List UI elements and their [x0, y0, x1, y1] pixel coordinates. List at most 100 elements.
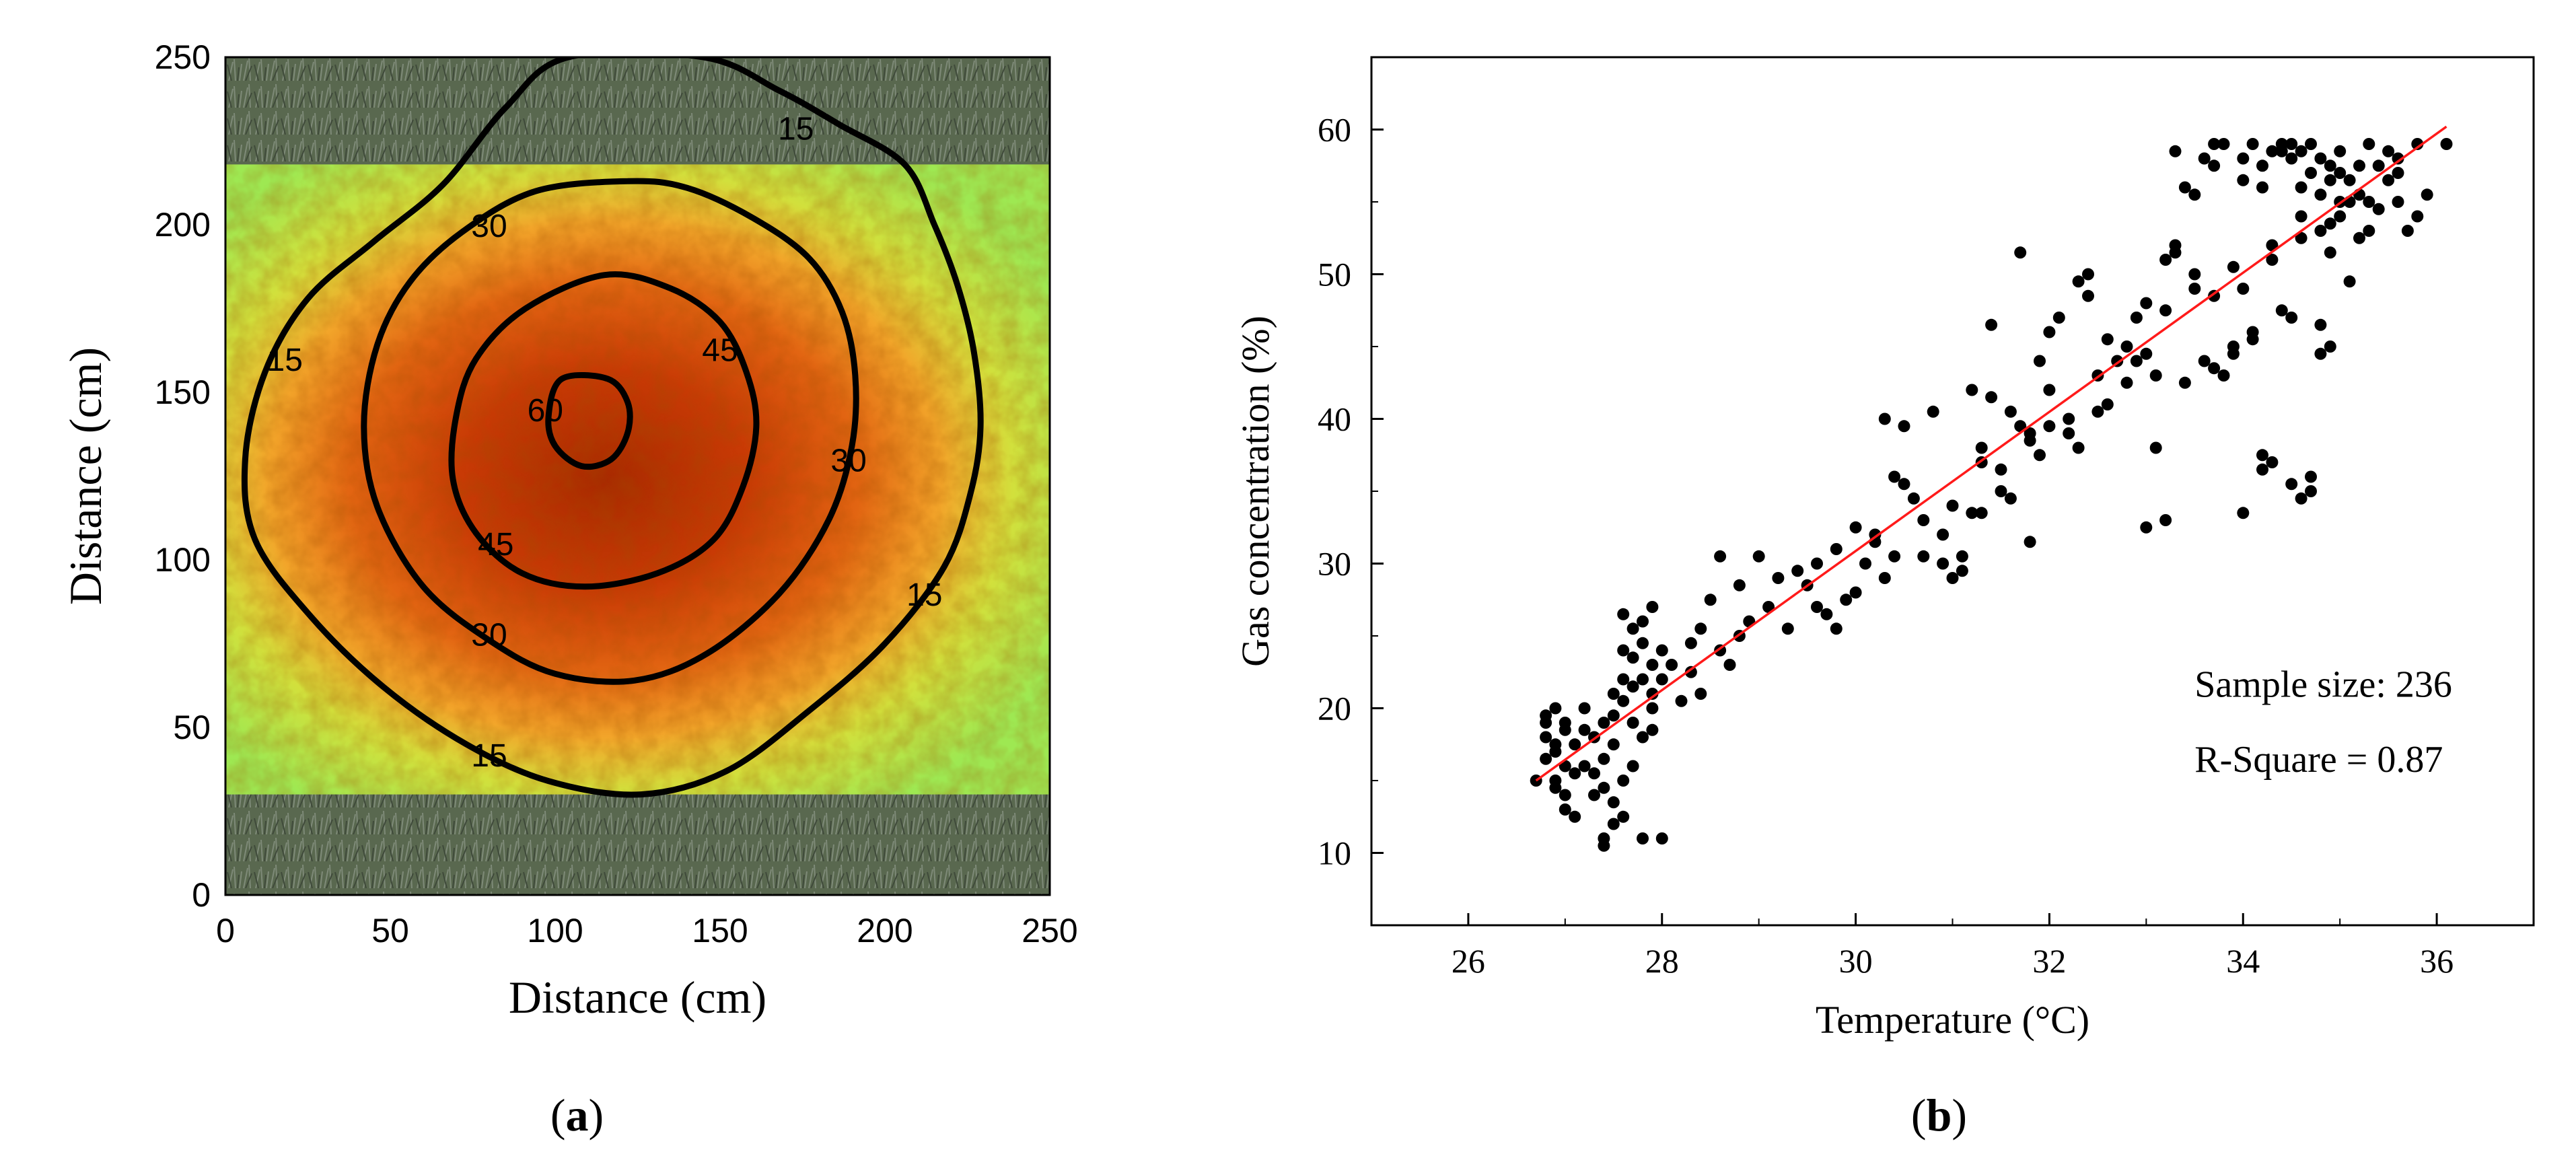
scatter-point [2343, 174, 2356, 186]
scatter-point [2082, 268, 2094, 281]
contour-label-45: 45 [478, 527, 513, 563]
scatter-point [1655, 644, 1668, 657]
scatter-point [2014, 246, 2027, 259]
scatter-point [1646, 659, 1659, 671]
scatter-point [1811, 601, 1823, 613]
plot-b-y-tick-label: 30 [1318, 545, 1351, 583]
scatter-point [1898, 420, 1910, 433]
scatter-point [2305, 138, 2317, 150]
plot-b-x-tick-label: 34 [2226, 942, 2260, 980]
scatter-point [1578, 723, 1591, 736]
scatter-point [1637, 637, 1649, 649]
contour-label-30: 30 [471, 209, 507, 244]
scatter-point [1607, 818, 1620, 830]
scatter-point [1559, 803, 1571, 816]
scatter-point [1752, 550, 1765, 563]
scatter-point [1598, 832, 1610, 844]
scatter-point [1598, 717, 1610, 729]
scatter-point [2024, 434, 2036, 447]
contour-line-15 [241, 57, 984, 798]
plot-b-x-axis-label: Temperature (°C) [1816, 998, 2089, 1042]
scatter-point [2314, 188, 2327, 201]
temperature-heat-band [225, 164, 1050, 795]
scatter-point [2353, 231, 2365, 244]
panel-a-label: (a) [550, 1089, 604, 1141]
scatter-point [1637, 615, 1649, 628]
scatter-point [1995, 485, 2007, 497]
scatter-point [1598, 781, 1610, 794]
scatter-point [1637, 731, 1649, 744]
scatter-point [2314, 152, 2327, 165]
scatter-point [1626, 717, 1639, 729]
panel-a-heatmap: 15 15 15 15 30 30 30 45 45 60 0 50 100 150 200 250 0 50 1… [60, 38, 1078, 1141]
scatter-point [1607, 688, 1620, 700]
plot-a-frame [224, 56, 1051, 896]
plot-b-x-tick-label: 36 [2420, 942, 2454, 980]
scatter-point [1907, 492, 1920, 505]
scatter-point [1869, 528, 1882, 541]
scatter-point [2363, 196, 2375, 208]
scatter-point [1646, 601, 1659, 613]
scatter-point [1811, 557, 1823, 570]
scatter-point [1917, 514, 1930, 526]
r-square-annotation: R-Square = 0.87 [2194, 739, 2443, 781]
scatter-point [2324, 174, 2336, 186]
scatter-point [2421, 188, 2433, 201]
scatter-point [1655, 832, 1668, 844]
scatter-point [2392, 196, 2404, 208]
scatter-point [1849, 521, 1862, 534]
scatter-point [1607, 738, 1620, 751]
scatter-point [2334, 210, 2347, 223]
scatter-point [2208, 289, 2221, 302]
scatter-point [1569, 810, 1581, 823]
scatter-point [1975, 441, 1988, 454]
panel-a-letter: a [566, 1089, 589, 1141]
scatter-point [2188, 188, 2201, 201]
scatter-point [1985, 318, 1998, 331]
plot-b-y-tick-label: 50 [1318, 256, 1351, 293]
scatter-point [2266, 145, 2279, 157]
scatter-point [1617, 694, 1630, 707]
panel-b-label: (b) [1911, 1089, 1967, 1141]
scatter-point [1637, 673, 1649, 686]
scatter-point [2101, 333, 2114, 346]
scatter-point [2295, 492, 2307, 505]
scatter-point [1588, 789, 1600, 801]
scatter-point [2198, 355, 2211, 367]
scatter-point [2120, 376, 2133, 389]
scatter-point [1588, 767, 1600, 780]
scatter-point [2178, 376, 2191, 389]
scatter-point [2246, 138, 2259, 150]
plot-b-frame [1370, 56, 2535, 927]
scatter-point [2305, 470, 2317, 483]
scatter-point [2334, 145, 2347, 157]
scatter-point [1607, 709, 1620, 722]
scatter-point [1830, 543, 1842, 555]
plot-a-y-tick-label: 150 [155, 373, 211, 411]
scatter-point [1617, 810, 1630, 823]
scatter-point [2169, 145, 2182, 157]
scatter-point [2237, 152, 2250, 165]
sample-size-annotation: Sample size: 236 [2194, 663, 2452, 705]
scatter-point [1723, 659, 1736, 671]
plot-a-y-tick-label: 50 [173, 709, 211, 746]
scatter-point [2295, 181, 2307, 194]
scatter-point [2188, 283, 2201, 295]
scatter-point [2392, 167, 2404, 179]
scatter-point [1617, 644, 1630, 657]
scatter-point [2159, 514, 2172, 526]
scatter-point [2004, 492, 2017, 505]
plot-a-y-tick-label: 250 [155, 38, 211, 76]
scatter-point [1549, 702, 1562, 715]
plot-b-y-axis-label: Gas concentration (%) [1233, 316, 1277, 667]
scatter-point [2063, 412, 2075, 425]
scatter-point [2382, 174, 2395, 186]
plot-a-x-axis-label: Distance (cm) [509, 972, 766, 1023]
scatter-point [2120, 340, 2133, 353]
scatter-point [2217, 369, 2230, 382]
plot-a-x-tick-label: 250 [1022, 912, 1077, 949]
scatter-point [1637, 832, 1649, 844]
contour-label-15: 15 [267, 343, 303, 378]
scatter-point [2343, 275, 2356, 288]
scatter-point [1888, 550, 1901, 563]
